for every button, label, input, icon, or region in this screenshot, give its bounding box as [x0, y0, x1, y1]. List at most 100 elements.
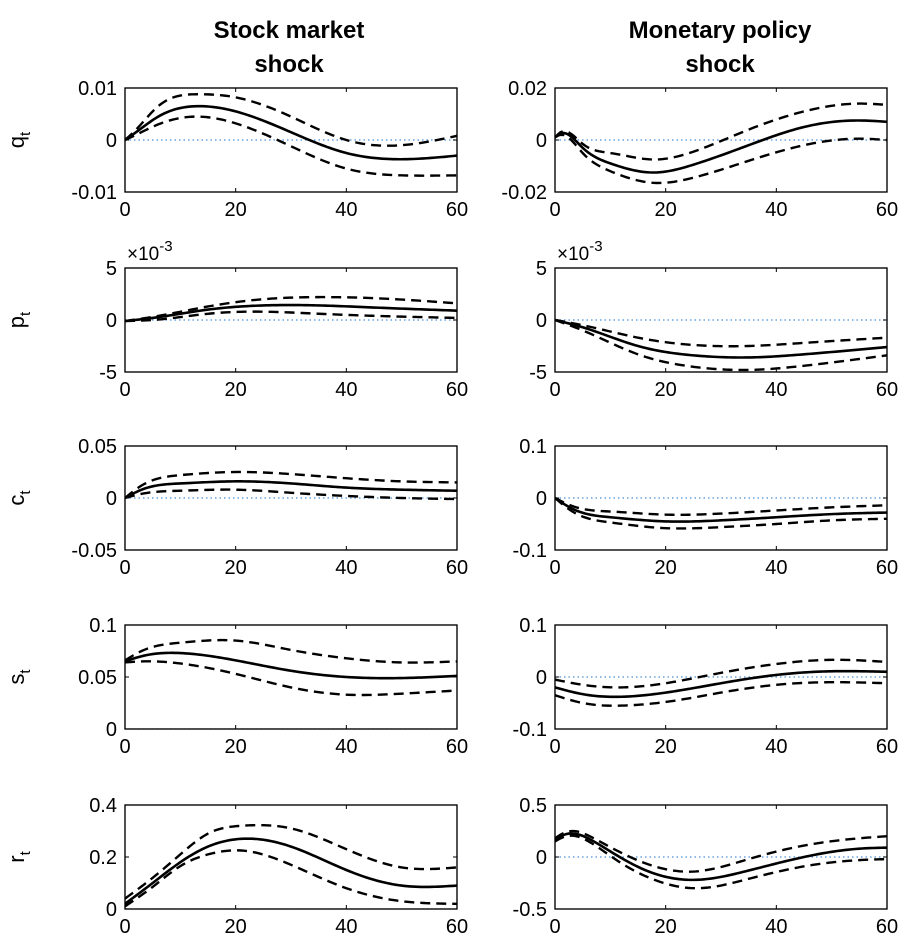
y-axis-label-subscript: t: [17, 850, 34, 855]
x-tick-label: 20: [225, 199, 247, 221]
lower-band-line: [125, 849, 457, 908]
x-tick-label: 0: [549, 379, 560, 401]
upper-band-line: [555, 102, 887, 161]
x-tick-label: 60: [876, 379, 898, 401]
panel-c-col1: 0 20 40 60-0.100.1: [513, 436, 899, 579]
x-tick-label: 40: [765, 736, 787, 758]
panel-s-col0: 0 20 40 60 0 0.05 0.1 st: [4, 615, 468, 758]
y-tick-label: 0: [536, 667, 547, 689]
y-tick-label: 0: [536, 130, 547, 152]
y-tick-label: 0.1: [519, 436, 547, 458]
y-tick-label: -0.05: [71, 540, 117, 562]
y-axis-label-q: qt: [4, 131, 34, 148]
plot-area: [555, 829, 887, 890]
plot-area: [555, 102, 887, 185]
panel-r-col0: 0 20 40 60 0 0.2 0.4 rt: [4, 795, 468, 938]
x-tick-label: 40: [765, 199, 787, 221]
y-axis-multiplier-exponent: -3: [159, 238, 172, 255]
response-line: [555, 496, 887, 523]
response-line: [555, 669, 887, 699]
x-tick-label: 20: [225, 736, 247, 758]
x-tick-label: 60: [446, 557, 468, 579]
lower-band-line: [555, 680, 887, 707]
column-title-line: Stock market: [214, 17, 365, 44]
x-tick-label: 0: [119, 557, 130, 579]
y-axis-label-c: ct: [4, 490, 34, 506]
x-tick-label: 0: [119, 379, 130, 401]
x-tick-label: 20: [225, 557, 247, 579]
x-tick-label: 60: [876, 557, 898, 579]
response-line: [555, 832, 887, 882]
y-tick-label: 0: [106, 899, 117, 921]
y-tick-label: 0.1: [519, 615, 547, 637]
x-tick-label: 20: [655, 199, 677, 221]
y-tick-label: 0.05: [78, 436, 117, 458]
column-title-line: shock: [254, 51, 324, 78]
response-line: [555, 119, 887, 174]
upper-band-line: [125, 93, 457, 147]
y-tick-label: 0: [106, 719, 117, 741]
y-tick-label: 0: [536, 310, 547, 332]
y-tick-label: 0.05: [78, 667, 117, 689]
lower-band-line: [555, 834, 887, 890]
x-tick-label: 40: [765, 379, 787, 401]
plot-area: [125, 295, 457, 323]
panel-r-col1: 0 20 40 60-0.500.5: [513, 795, 899, 938]
y-tick-label: -5: [99, 362, 117, 384]
y-tick-label: 0: [106, 310, 117, 332]
x-tick-label: 60: [446, 379, 468, 401]
upper-band-line: [125, 638, 457, 664]
response-line: [555, 318, 887, 359]
x-tick-label: 40: [335, 199, 357, 221]
x-tick-label: 20: [655, 557, 677, 579]
y-tick-label: 0.1: [89, 615, 117, 637]
response-line: [125, 104, 457, 161]
lower-band-line: [125, 660, 457, 697]
lower-band-line: [125, 488, 457, 501]
x-tick-label: 20: [655, 736, 677, 758]
x-tick-label: 40: [335, 736, 357, 758]
y-axis-multiplier-exponent: -3: [589, 238, 602, 255]
y-tick-label: 5: [536, 258, 547, 280]
x-tick-label: 60: [446, 199, 468, 221]
upper-band-line: [125, 295, 457, 323]
y-tick-label: 0: [106, 488, 117, 510]
x-tick-label: 20: [225, 916, 247, 938]
y-tick-label: 0: [536, 847, 547, 869]
x-tick-label: 0: [549, 557, 560, 579]
x-tick-label: 0: [119, 199, 130, 221]
x-tick-label: 20: [655, 916, 677, 938]
lower-band-line: [125, 115, 457, 177]
response-line: [125, 303, 457, 323]
upper-band-line: [125, 823, 457, 900]
plot-area: [555, 496, 887, 530]
y-tick-label: -0.1: [513, 540, 547, 562]
column-title-monetary-policy: Monetary policy shock: [629, 17, 812, 78]
panel-p-col1: 0 20 40 60-505×10-3: [529, 238, 898, 401]
y-axis-label-subscript: t: [17, 311, 34, 316]
y-axis-multiplier: ×10-3: [127, 238, 173, 265]
y-tick-label: -0.5: [513, 899, 547, 921]
y-tick-label: 0: [536, 488, 547, 510]
x-tick-label: 40: [765, 916, 787, 938]
plot-area: [125, 823, 457, 909]
x-tick-label: 0: [119, 916, 130, 938]
upper-band-line: [555, 318, 887, 348]
response-line: [125, 480, 457, 500]
y-axis-label-s: st: [4, 669, 34, 685]
x-tick-label: 40: [765, 557, 787, 579]
y-axis-label-subscript: t: [17, 131, 34, 136]
y-tick-label: 0.02: [508, 78, 547, 100]
plot-area: [555, 318, 887, 372]
y-axis-label-p: pt: [4, 311, 34, 328]
x-tick-label: 40: [335, 379, 357, 401]
x-tick-label: 60: [876, 736, 898, 758]
lower-band-line: [555, 133, 887, 185]
y-axis-label-subscript: t: [17, 669, 34, 674]
y-tick-label: 0: [106, 130, 117, 152]
x-tick-label: 0: [549, 916, 560, 938]
lower-band-line: [125, 310, 457, 323]
